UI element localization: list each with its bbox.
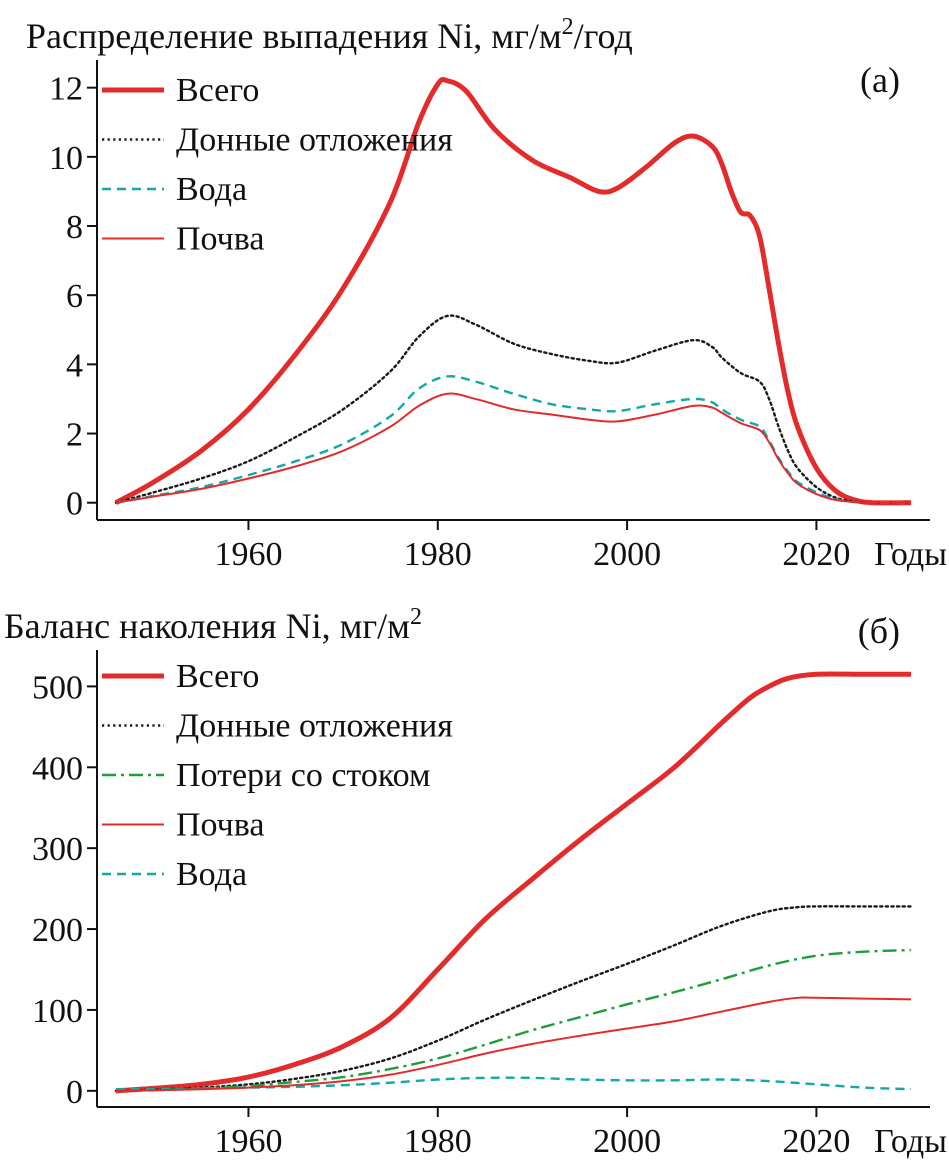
x-tick-label: 2000: [593, 1123, 661, 1160]
x-tick-label: 1960: [214, 536, 282, 573]
x-axis-label: Годы: [874, 536, 947, 573]
legend-label: Потери со стоком: [176, 757, 431, 794]
series-line-2: [114, 905, 913, 1093]
x-tick-label: 2020: [782, 1123, 850, 1160]
chart-title: Баланс наколения Ni, мг/м2: [4, 604, 422, 646]
legend: Всего Донные отложения Вода Почва: [102, 72, 453, 258]
series-line-1: [115, 671, 912, 1094]
chart-title-superscript: 2: [562, 14, 574, 40]
legend-label: Донные отложения: [176, 708, 453, 745]
legend: Всего Донные отложения Потери со стоком Поч…: [102, 658, 453, 893]
series-line-1: [114, 76, 912, 506]
y-tick-label: 300: [32, 831, 83, 868]
y-tick-label: 4: [66, 347, 83, 384]
series-line-3: [115, 948, 912, 1093]
legend-label: Всего: [176, 72, 259, 109]
x-tick-label: 2020: [782, 536, 850, 573]
y-tick-label: 2: [66, 417, 83, 454]
legend-label: Почва: [176, 221, 264, 258]
panel-b-accumulation-chart: Баланс наколения Ni, мг/м2 (б) 0 100 200 300 4…: [4, 604, 947, 1160]
y-tick-label: 12: [49, 71, 83, 108]
legend-label: Почва: [176, 807, 264, 844]
chart-title-suffix: /год: [574, 16, 633, 56]
y-tick-label: 6: [66, 278, 83, 315]
legend-label: Донные отложения: [176, 122, 453, 159]
y-tick-label: 0: [66, 486, 83, 523]
y-tick-label: 0: [66, 1074, 83, 1111]
y-tick-label: 8: [66, 209, 83, 246]
legend-label: Всего: [176, 658, 259, 695]
x-tick-label: 1960: [214, 1123, 282, 1160]
y-tick-label: 200: [32, 912, 83, 949]
x-tick-label: 1980: [404, 536, 472, 573]
legend-label: Вода: [176, 171, 247, 208]
panel-label: (a): [860, 60, 900, 100]
x-tick-label: 2000: [593, 536, 661, 573]
y-tick-label: 10: [49, 140, 83, 177]
chart-title-main: Распределение выпадения Ni, мг/м: [26, 16, 562, 56]
chart-title: Распределение выпадения Ni, мг/м2/год: [26, 14, 633, 56]
series-line-4: [115, 392, 912, 504]
y-tick-label: 500: [32, 669, 83, 706]
series-line-3: [115, 375, 912, 504]
chart-title-main: Баланс наколения Ni, мг/м: [4, 606, 410, 646]
panel-label: (б): [858, 611, 900, 651]
legend-label: Вода: [176, 856, 247, 893]
series-line-4: [115, 996, 912, 1092]
x-tick-label: 1980: [404, 1123, 472, 1160]
y-tick-label: 400: [32, 750, 83, 787]
series-line-2: [114, 314, 913, 504]
panel-a-deposition-chart: Распределение выпадения Ni, мг/м2/год(a)…: [26, 14, 947, 573]
y-tick-label: 100: [32, 993, 83, 1030]
chart-title-superscript: 2: [410, 604, 422, 630]
x-axis-label: Годы: [874, 1123, 947, 1160]
